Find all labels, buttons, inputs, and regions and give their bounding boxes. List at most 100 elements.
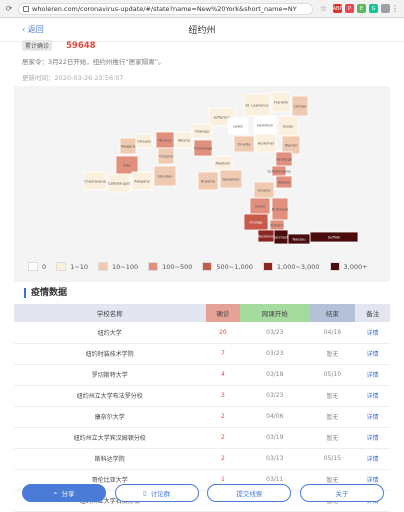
county-label: Broome [201,180,216,184]
footer-bar: ⌁ 分享 ▯ 讨论群 提交线索 关于 [22,484,384,502]
submit-clue-button[interactable]: 提交线索 [207,484,292,502]
county-label: Orleans [137,140,151,144]
menu-dots-icon[interactable]: ⋮ [391,4,399,13]
ext-abp-icon[interactable]: ABP [332,4,343,13]
note-cell: 详情 [355,385,390,407]
county-label: Clinton [294,105,307,109]
legend-label: 3,000+ [343,262,368,271]
county-albany[interactable] [275,175,293,189]
county-clinton[interactable] [291,95,309,117]
about-label: 关于 [335,490,349,498]
county-cattaraugus[interactable] [107,173,131,193]
legend-swatch [262,262,273,271]
map-legend: 0 1~10 10~100 100~500 500~1,000 1,000~3,000 3,… [28,262,378,271]
online-end: 05/15 [309,448,356,470]
county-orange[interactable] [243,213,269,231]
legend-label: 500~1,000 [216,262,253,271]
school-name: 罗切斯特大学 [14,364,206,386]
county-label: Oneida [238,143,251,147]
county-broome[interactable] [197,171,219,191]
county-label: Dutchess [272,208,289,212]
details-link[interactable]: 详情 [366,372,379,379]
online-start: 03/13 [240,448,310,470]
county-label: Saratoga [276,158,292,162]
discuss-group-button[interactable]: ▯ 讨论群 [114,484,199,502]
county-label: Oswego [195,130,209,134]
ext-generic-icon[interactable] [381,4,390,13]
county-oswego[interactable] [191,123,213,139]
page-title: 纽约州 [188,26,216,36]
details-link[interactable]: 详情 [366,456,379,463]
address-bar[interactable]: wholeren.com/coronavirus-update/#/state?… [18,2,313,15]
school-name: 纽约大学 [14,322,206,344]
county-allegany[interactable] [131,171,153,191]
update-time: 更新时间：2020-03-26 23:56:07 [22,74,124,82]
legend-swatch [28,262,38,271]
legend-swatch [148,262,159,271]
county-oneida[interactable] [233,135,255,153]
county-map: St. Lawrence Franklin Clinton Jefferson Lewi… [14,86,390,282]
legend-label: 1~10 [70,262,88,271]
county-wayne[interactable] [175,131,193,149]
section-title: 疫情数据 [24,288,67,298]
online-end: 暂无 [309,343,356,365]
county-onondaga[interactable] [193,139,213,157]
stay-home-order: 居家令：3月22日开始，纽约州推行“居家隔离”。 [22,58,165,66]
details-link[interactable]: 详情 [366,477,379,484]
legend-item: 10~100 [98,262,138,271]
note-cell: 详情 [355,364,390,386]
county-chautauqua[interactable] [83,171,107,191]
county-rockland[interactable] [257,229,275,243]
legend-item: 1~10 [56,262,88,271]
share-icon: ⌁ [53,489,58,497]
cumulative-value: 59648 [66,40,96,51]
cumulative-row: 累计确诊 59648 [22,40,96,51]
table-header: 学校名称 确诊 网课开始 结束 备注 [14,304,390,322]
bookmark-icon: ▯ [143,489,147,497]
online-start: 03/23 [240,343,310,365]
county-label: Lewis [233,125,243,129]
ext-grammarly-icon[interactable]: G [369,4,378,13]
share-button[interactable]: ⌁ 分享 [22,484,106,502]
confirmed-count: 2 [205,448,241,470]
legend-item: 100~500 [148,262,192,271]
details-link[interactable]: 详情 [366,414,379,421]
back-link[interactable]: ‹ 返回 [22,25,44,34]
school-name: 纽约时装技术学院 [14,343,206,365]
details-link[interactable]: 详情 [366,329,379,337]
bookmark-star-icon[interactable]: ☆ [319,4,327,13]
county-label: Westchester [270,236,293,240]
confirmed-count: 4 [205,364,241,386]
county-niagara[interactable] [119,137,137,155]
online-start: 04/06 [240,406,310,428]
details-link[interactable]: 详情 [366,435,379,442]
county-label: Suffolk [328,236,341,240]
table-row: 纽约州立大学宾汉姆顿分校 2 03/19 暂无 详情 [14,427,390,449]
column-header: 确诊 [205,304,241,322]
county-label: St. Lawrence [245,104,269,108]
about-button[interactable]: 关于 [299,484,384,502]
county-label: Putnam [270,224,284,228]
county-label: Hamilton [257,124,273,128]
county-nassau[interactable] [287,233,311,245]
ext-pocket-icon[interactable]: P [345,4,354,13]
note-cell: 详情 [355,406,390,428]
legend-swatch [98,262,108,271]
details-link[interactable]: 详情 [366,393,379,400]
table-row: 纽约州立大学布法罗分校 3 03/23 暂无 详情 [14,385,390,407]
ext-evernote-icon[interactable]: E [357,4,366,13]
back-label: 返回 [27,25,44,34]
column-header: 结束 [309,304,356,322]
county-franklin[interactable] [271,91,291,113]
county-herkimer[interactable] [255,133,277,153]
county-label: Ulster [255,205,266,209]
county-ontario[interactable] [157,147,175,165]
table-row: 康奈尔大学 2 04/06 暂无 详情 [14,406,390,428]
county-steuben[interactable] [153,165,177,187]
school-table: 学校名称 确诊 网课开始 结束 备注 纽约大学 20 03/23 04/19 详情 纽约时装技术学… [14,304,390,512]
table-row: 纽约大学 20 03/23 04/19 详情 [14,322,390,344]
details-link[interactable]: 详情 [366,351,379,358]
county-delaware[interactable] [219,169,243,189]
reload-icon[interactable]: ⟳ [5,4,13,13]
county-lewis[interactable] [227,117,249,135]
